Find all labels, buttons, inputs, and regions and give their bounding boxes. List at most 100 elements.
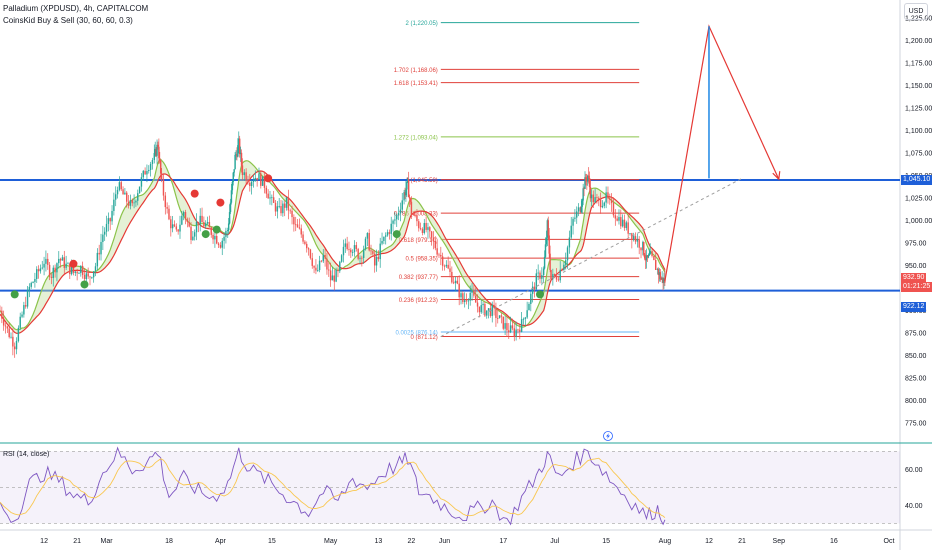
candle-body[interactable] (364, 238, 367, 250)
candle-body[interactable] (539, 272, 541, 279)
candle-body[interactable] (162, 179, 165, 196)
candle-body[interactable] (124, 192, 126, 195)
candle-body[interactable] (568, 237, 571, 248)
projection-path[interactable] (664, 24, 780, 282)
candle-body[interactable] (403, 192, 405, 201)
candle-body[interactable] (159, 160, 162, 174)
candle-body[interactable] (24, 305, 27, 307)
candle-body[interactable] (642, 242, 644, 251)
candle-body[interactable] (436, 248, 438, 255)
candle-body[interactable] (10, 336, 12, 338)
candle-body[interactable] (282, 203, 284, 214)
candle-body[interactable] (256, 177, 258, 180)
candle-body[interactable] (13, 346, 16, 350)
candle-body[interactable] (651, 251, 653, 256)
candle-body[interactable] (240, 152, 243, 166)
candle-body[interactable] (590, 194, 593, 199)
candle-body[interactable] (379, 243, 381, 260)
trend-line[interactable] (440, 177, 743, 338)
candle-body[interactable] (81, 265, 84, 275)
buy-signal-marker[interactable] (212, 225, 221, 234)
candle-body[interactable] (659, 272, 662, 280)
candle-body[interactable] (236, 154, 238, 157)
candle-body[interactable] (6, 326, 9, 329)
candle-body[interactable] (559, 269, 561, 281)
candle-body[interactable] (609, 198, 611, 200)
candle-body[interactable] (204, 223, 207, 227)
candle-body[interactable] (225, 230, 227, 237)
candle-body[interactable] (216, 235, 218, 244)
candle-body[interactable] (155, 148, 157, 156)
candle-body[interactable] (272, 197, 275, 203)
candle-body[interactable] (638, 239, 640, 248)
candle-body[interactable] (463, 300, 466, 303)
candle-body[interactable] (12, 336, 14, 347)
candle-body[interactable] (72, 267, 75, 273)
candle-body[interactable] (26, 290, 29, 307)
buy-signal-marker[interactable] (536, 290, 544, 299)
candle-body[interactable] (111, 210, 113, 222)
candle-body[interactable] (54, 267, 56, 273)
candle-body[interactable] (138, 186, 141, 194)
buy-signal-marker[interactable] (10, 290, 19, 299)
candle-body[interactable] (76, 271, 78, 274)
candle-body[interactable] (69, 263, 71, 275)
candle-body[interactable] (429, 227, 431, 232)
candle-body[interactable] (243, 172, 246, 176)
sell-signal-marker[interactable] (264, 174, 273, 183)
candle-body[interactable] (114, 194, 117, 200)
candle-body[interactable] (618, 217, 620, 221)
candle-body[interactable] (353, 245, 356, 253)
candle-body[interactable] (229, 202, 232, 213)
candle-body[interactable] (588, 177, 591, 188)
candle-body[interactable] (663, 278, 665, 283)
candle-body[interactable] (646, 255, 649, 258)
candle-body[interactable] (39, 268, 42, 272)
candle-body[interactable] (553, 274, 556, 276)
candle-body[interactable] (17, 327, 20, 342)
candle-body[interactable] (440, 254, 442, 257)
candle-body[interactable] (482, 303, 484, 306)
candle-body[interactable] (399, 209, 402, 213)
candle-body[interactable] (258, 173, 260, 180)
candle-body[interactable] (203, 222, 205, 227)
candle-body[interactable] (405, 189, 407, 196)
candle-body[interactable] (306, 243, 308, 249)
candle-body[interactable] (656, 269, 659, 270)
candle-body[interactable] (186, 219, 189, 223)
candle-body[interactable] (580, 206, 583, 213)
candle-body[interactable] (280, 206, 282, 214)
candle-body[interactable] (70, 267, 73, 275)
candle-body[interactable] (493, 304, 495, 308)
candle-body[interactable] (582, 188, 584, 201)
candle-body[interactable] (154, 148, 156, 154)
candle-body[interactable] (361, 257, 363, 259)
candle-body[interactable] (235, 154, 237, 156)
candle-body[interactable] (506, 323, 508, 331)
candle-body[interactable] (491, 304, 493, 316)
candle-body[interactable] (291, 210, 293, 218)
candle-body[interactable] (156, 144, 158, 156)
candle-body[interactable] (495, 307, 497, 318)
candle-body[interactable] (390, 223, 392, 234)
candle-body[interactable] (557, 279, 560, 281)
candle-body[interactable] (576, 211, 578, 218)
candle-body[interactable] (234, 154, 236, 170)
candle-body[interactable] (653, 255, 655, 261)
candle-body[interactable] (640, 247, 642, 251)
candle-body[interactable] (238, 138, 241, 155)
candle-body[interactable] (458, 283, 460, 298)
candle-body[interactable] (260, 173, 262, 186)
candle-body[interactable] (168, 208, 170, 220)
candle-body[interactable] (208, 222, 211, 228)
candle-body[interactable] (550, 269, 552, 280)
candle-body[interactable] (289, 210, 291, 212)
candle-body[interactable] (230, 190, 233, 203)
candle-body[interactable] (570, 225, 572, 238)
candle-body[interactable] (548, 235, 550, 254)
candle-body[interactable] (219, 245, 222, 248)
candle-body[interactable] (254, 177, 257, 181)
candle-body[interactable] (592, 194, 594, 203)
candle-body[interactable] (460, 293, 462, 298)
candle-body[interactable] (107, 218, 110, 224)
